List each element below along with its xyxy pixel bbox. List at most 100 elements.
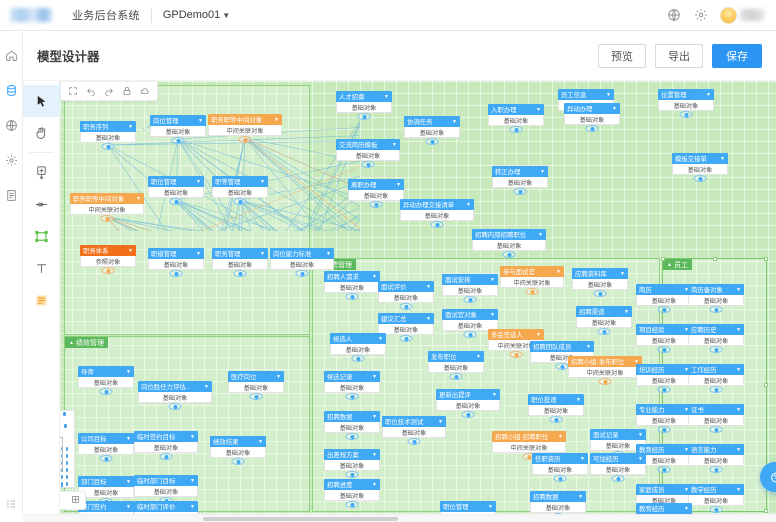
model-node[interactable]: 简历 ▼ 基础对象 [636, 284, 692, 313]
node-anchor[interactable] [509, 126, 523, 133]
group-header[interactable]: ▲ 员工 [663, 259, 692, 270]
node-anchor[interactable] [553, 475, 567, 482]
chevron-down-icon[interactable]: ▼ [580, 455, 585, 462]
model-node[interactable]: 模板交接单 ▼ 基础对象 [672, 153, 728, 182]
node-anchor[interactable] [597, 328, 611, 335]
node-header[interactable]: 多会签选人 ▼ [488, 329, 544, 340]
model-node[interactable]: 应聘资料库 ▼ 基础对象 [572, 268, 628, 297]
model-node[interactable]: 职位管理 ▼ 基础对象 [440, 501, 496, 514]
scrollbar-thumb[interactable] [203, 517, 398, 521]
chevron-down-icon[interactable]: ▼ [378, 335, 383, 342]
model-node[interactable]: 岗位胜任力评估.. ▼ 基础对象 [138, 381, 212, 410]
chevron-down-icon[interactable]: ▼ [126, 368, 131, 375]
node-anchor[interactable] [525, 288, 539, 295]
chevron-down-icon[interactable]: ▼ [490, 311, 495, 318]
node-header[interactable]: 简历备对象 ▼ [688, 284, 744, 295]
horizontal-scrollbar[interactable] [23, 514, 776, 522]
chevron-down-icon[interactable]: ▼ [684, 406, 689, 413]
node-anchor[interactable] [709, 506, 723, 513]
model-node[interactable]: 应聘历史 ▼ 基础对象 [688, 324, 744, 353]
node-header[interactable]: 职务管理 ▼ [212, 248, 268, 259]
node-anchor[interactable] [657, 346, 671, 353]
node-anchor[interactable] [425, 138, 439, 145]
node-header[interactable]: 参与面试官 ▼ [500, 266, 564, 277]
model-node[interactable]: 职务序列 ▼ 基础对象 [80, 121, 136, 150]
resize-handle[interactable] [661, 257, 665, 261]
chevron-down-icon[interactable]: ▼ [396, 181, 401, 188]
node-header[interactable]: 转正办理 ▼ [492, 166, 548, 177]
model-node[interactable]: 招聘小组-招聘职位 ▼ 中间关联对象 [492, 431, 566, 460]
model-node[interactable]: 绩效结果 ▼ 基础对象 [210, 436, 266, 465]
node-header[interactable]: 岗位胜任力评估.. ▼ [138, 381, 212, 392]
node-anchor[interactable] [679, 111, 693, 118]
resize-handle[interactable] [764, 257, 768, 261]
node-anchor[interactable] [238, 136, 252, 143]
chevron-down-icon[interactable]: ▼ [720, 155, 725, 162]
node-anchor[interactable] [169, 270, 183, 277]
chevron-down-icon[interactable]: ▼ [136, 195, 141, 202]
node-anchor[interactable] [611, 475, 625, 482]
node-header[interactable]: 公司目标 ▼ [78, 433, 134, 444]
globe-icon[interactable] [666, 8, 681, 23]
chevron-down-icon[interactable]: ▼ [372, 481, 377, 488]
model-node[interactable]: 职位技术测试 ▼ 基础对象 [382, 416, 446, 445]
settings-icon[interactable] [3, 152, 19, 168]
node-header[interactable]: 面试安排 ▼ [442, 274, 498, 285]
model-node[interactable]: 职务体系 ▼ 参照对象 [80, 245, 136, 274]
model-node[interactable]: 面试评价 ▼ 基础对象 [378, 281, 434, 310]
fit-screen-icon[interactable] [68, 86, 78, 96]
model-node[interactable]: 职务职等中间对象 ▼ 中间关联对象 [208, 114, 282, 143]
chevron-down-icon[interactable]: ▼ [372, 451, 377, 458]
node-header[interactable]: 项目经验 ▼ [636, 324, 692, 335]
node-anchor[interactable] [249, 393, 263, 400]
chevron-down-icon[interactable]: ▼ [624, 308, 629, 315]
model-node[interactable]: 多会签选人 ▼ 中间关联对象 [488, 329, 544, 358]
group-rect-tool[interactable] [23, 220, 60, 252]
node-header[interactable]: 更新出提评 ▼ [436, 389, 500, 400]
node-header[interactable]: 医疗岗位 ▼ [228, 371, 284, 382]
chevron-down-icon[interactable]: ▼ [684, 326, 689, 333]
node-header[interactable]: 绩效结果 ▼ [210, 436, 266, 447]
model-node[interactable]: 面试安排 ▼ 基础对象 [442, 274, 498, 303]
node-anchor[interactable] [399, 335, 413, 342]
chevron-down-icon[interactable]: ▼ [260, 178, 265, 185]
chevron-down-icon[interactable]: ▼ [736, 286, 741, 293]
model-node[interactable]: 项目经验 ▼ 基础对象 [636, 324, 692, 353]
chevron-down-icon[interactable]: ▼ [128, 247, 133, 254]
node-anchor[interactable] [407, 438, 421, 445]
chevron-down-icon[interactable]: ▼ [196, 250, 201, 257]
model-node[interactable]: 招聘进度 ▼ 基础对象 [324, 479, 380, 508]
model-node[interactable]: 交流简历模板 ▼ 基础对象 [336, 139, 400, 168]
node-header[interactable]: 人才招募 ▼ [336, 91, 392, 102]
node-header[interactable]: 招聘进度 ▼ [324, 479, 380, 490]
node-anchor[interactable] [101, 267, 115, 274]
chevron-down-icon[interactable]: ▼ [452, 118, 457, 125]
node-anchor[interactable] [461, 411, 475, 418]
node-header[interactable]: 岗位能力标准 ▼ [270, 248, 334, 259]
node-anchor[interactable] [585, 125, 599, 132]
node-header[interactable]: 候选人 ▼ [330, 333, 386, 344]
node-anchor[interactable] [345, 433, 359, 440]
model-node[interactable]: 入职办理 ▼ 基础对象 [488, 104, 544, 133]
chevron-down-icon[interactable]: ▼ [190, 433, 195, 440]
model-node[interactable]: 位置管理 ▼ 基础对象 [658, 89, 714, 118]
model-node[interactable]: 招聘渠道 ▼ 基础对象 [576, 306, 632, 335]
note-tool[interactable] [23, 284, 60, 316]
node-header[interactable]: 职务职等中间对象 ▼ [208, 114, 282, 125]
node-anchor[interactable] [361, 161, 375, 168]
node-anchor[interactable] [231, 458, 245, 465]
resize-handle[interactable] [764, 509, 768, 513]
chevron-down-icon[interactable]: ▼ [684, 286, 689, 293]
node-header[interactable]: 交流简历模板 ▼ [336, 139, 400, 150]
chevron-down-icon[interactable]: ▼ [426, 283, 431, 290]
chevron-down-icon[interactable]: ▼ [438, 418, 443, 425]
chevron-down-icon[interactable]: ▼ [490, 276, 495, 283]
model-node[interactable]: 工作经历 ▼ 基础对象 [688, 364, 744, 393]
cloud-icon[interactable] [140, 86, 150, 96]
node-header[interactable]: 模板交接单 ▼ [672, 153, 728, 164]
undo-icon[interactable] [86, 86, 96, 96]
model-node[interactable]: 招聘数据 ▼ 基础对象 [530, 491, 586, 514]
model-node[interactable]: 临时签约目标 ▼ 基础对象 [134, 431, 198, 460]
node-header[interactable]: 面试记录 ▼ [590, 429, 646, 440]
node-header[interactable]: 职级管理 ▼ [148, 248, 204, 259]
